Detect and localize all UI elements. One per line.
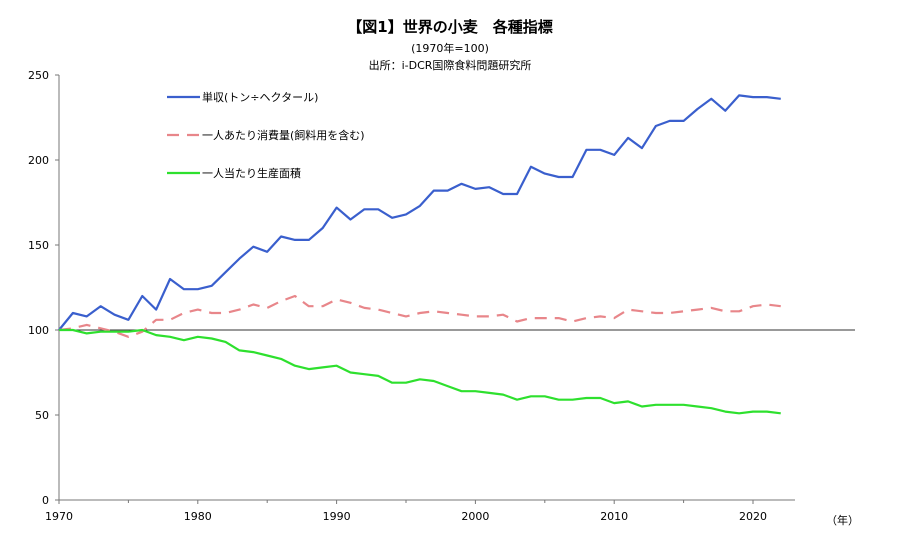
- y-tick-label: 0: [42, 494, 49, 507]
- y-tick-label: 100: [28, 324, 49, 337]
- legend-label-0: 単収(トン÷ヘクタール): [202, 90, 318, 104]
- x-axis-label: （年）: [826, 513, 859, 527]
- series-line-2: [59, 328, 781, 415]
- y-tick-label: 200: [28, 154, 49, 167]
- y-tick-label: 50: [35, 409, 49, 422]
- x-tick-label: 2010: [600, 510, 628, 523]
- series-line-0: [58, 94, 781, 331]
- y-tick-label: 150: [28, 239, 49, 252]
- chart-title: 【図1】世界の小麦 各種指標: [347, 18, 553, 36]
- legend-label-2: 一人当たり生産面積: [202, 166, 301, 180]
- y-tick-label: 250: [28, 69, 49, 82]
- x-tick-label: 2000: [461, 510, 489, 523]
- legend-label-1: 一人あたり消費量(飼料用を含む): [202, 128, 365, 142]
- x-tick-label: 1980: [184, 510, 212, 523]
- x-tick-label: 2020: [739, 510, 767, 523]
- chart-subtitle: (1970年=100): [411, 42, 489, 55]
- x-tick-label: 1970: [45, 510, 73, 523]
- chart-source: 出所：i-DCR国際食料問題研究所: [368, 59, 532, 72]
- x-tick-label: 1990: [323, 510, 351, 523]
- series-line-1: [58, 294, 781, 338]
